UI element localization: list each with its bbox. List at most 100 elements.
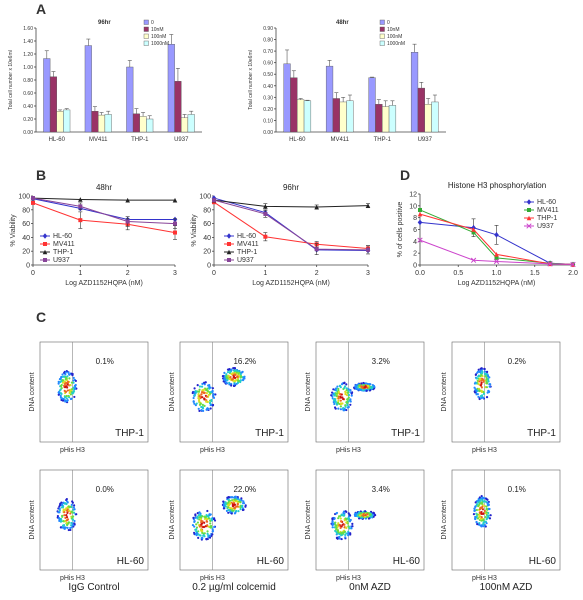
legend-entry: 1000nM — [387, 41, 405, 47]
bar — [290, 77, 298, 133]
event-dot — [65, 497, 68, 501]
event-dot — [228, 367, 231, 371]
event-dot — [227, 498, 230, 501]
event-dot — [75, 513, 78, 516]
event-dot — [202, 525, 206, 529]
series-line — [213, 199, 369, 251]
event-dot — [230, 368, 233, 371]
cell-line-label: HL-60 — [529, 556, 557, 567]
event-dot — [480, 373, 483, 377]
y-tick-label: 60 — [203, 221, 211, 228]
event-dot — [334, 521, 337, 524]
event-dot — [234, 379, 237, 382]
event-dot — [211, 528, 214, 531]
event-dot — [473, 382, 477, 385]
event-dot — [331, 517, 334, 520]
flow-cytometry-grid: 0.1% THP-1 pHis H3 DNA content 16.2% THP-1 pHi… — [29, 341, 561, 593]
x-axis-label: pHis H3 — [472, 575, 497, 582]
event-dot — [488, 385, 491, 388]
event-dot — [474, 373, 477, 376]
event-dot — [73, 395, 76, 399]
event-dot — [354, 386, 357, 389]
bar — [417, 87, 425, 133]
legend-swatch — [379, 26, 385, 32]
bar — [91, 110, 99, 133]
event-dot — [244, 504, 247, 507]
event-dot — [61, 379, 64, 382]
event-dot — [224, 502, 227, 505]
event-dot — [340, 537, 343, 541]
event-dot — [69, 393, 73, 396]
event-dot — [64, 382, 68, 385]
legend-entry: MV411 — [537, 207, 559, 214]
event-dot — [71, 515, 74, 519]
y-tick-label: 1.40 — [23, 39, 33, 45]
event-dot — [485, 386, 489, 389]
event-dot — [71, 392, 74, 395]
event-dot — [64, 378, 67, 381]
event-dot — [229, 502, 232, 505]
event-dot — [358, 511, 361, 514]
event-dot — [69, 388, 72, 391]
event-dot — [235, 500, 238, 503]
event-dot — [345, 521, 348, 524]
cell-line-label: HL-60 — [117, 556, 145, 567]
event-dot — [335, 394, 338, 398]
data-point — [173, 230, 177, 235]
flow-plot: 0.2% THP-1 pHis H3 DNA content — [441, 341, 561, 454]
event-dot — [347, 396, 350, 399]
event-dot — [350, 527, 353, 530]
event-dot — [73, 508, 76, 511]
event-dot — [351, 522, 354, 525]
event-dot — [488, 517, 492, 520]
event-dot — [343, 519, 346, 522]
event-dot — [367, 517, 370, 520]
event-dot — [477, 499, 480, 502]
plot-frame — [451, 341, 561, 443]
event-dot — [345, 408, 348, 412]
event-dot — [222, 504, 226, 507]
event-dot — [481, 505, 484, 508]
event-dot — [237, 510, 240, 513]
data-point — [570, 261, 576, 268]
legend-entry: 10nM — [151, 27, 164, 33]
event-dot — [64, 371, 67, 374]
legend-entry: MV411 — [237, 241, 259, 248]
event-dot — [212, 392, 215, 396]
event-dot — [71, 523, 74, 527]
event-dot — [236, 381, 240, 384]
event-dot — [203, 381, 206, 384]
event-dot — [198, 409, 201, 413]
y-tick-label: 0.40 — [263, 84, 273, 90]
event-dot — [226, 496, 229, 499]
bar — [325, 65, 334, 133]
event-dot — [369, 513, 372, 516]
y-tick-label: 20 — [203, 249, 211, 256]
event-dot — [200, 408, 203, 412]
event-dot — [486, 516, 489, 519]
bar — [181, 117, 189, 133]
event-dot — [63, 395, 67, 399]
bar — [303, 100, 312, 133]
event-dot — [199, 518, 203, 521]
data-point — [526, 199, 532, 205]
event-dot — [195, 530, 198, 533]
event-dot — [211, 403, 215, 407]
event-dot — [478, 523, 481, 526]
event-dot — [336, 537, 339, 540]
event-dot — [62, 508, 65, 511]
event-dot — [238, 499, 241, 502]
bar — [424, 104, 432, 133]
legend-entry: U937 — [537, 223, 554, 230]
event-dot — [194, 390, 197, 393]
event-dot — [347, 388, 350, 391]
event-dot — [486, 514, 489, 517]
event-dot — [348, 513, 351, 516]
event-dot — [339, 408, 343, 411]
event-dot — [227, 509, 230, 512]
event-dot — [74, 379, 77, 383]
event-dot — [477, 375, 480, 378]
event-dot — [479, 369, 482, 372]
bar — [388, 105, 397, 133]
event-dot — [208, 401, 212, 405]
